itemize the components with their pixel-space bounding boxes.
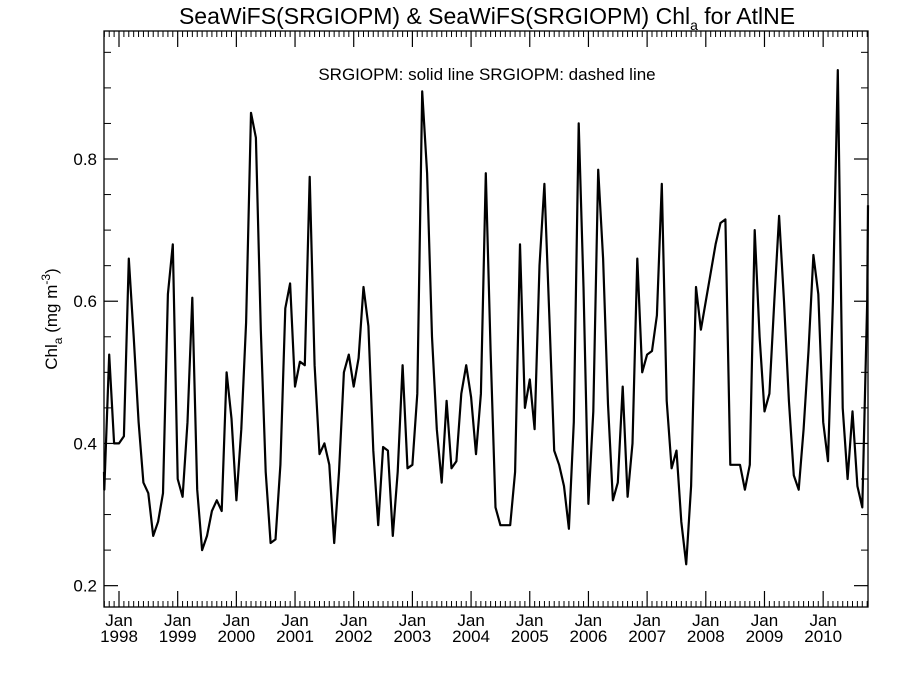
legend-text: SRGIOPM: solid line SRGIOPM: dashed line <box>318 65 655 84</box>
series-group <box>102 68 870 566</box>
x-tick-month-label: Jan <box>164 611 191 630</box>
y-axis-label-unit: (mg m <box>42 285 61 338</box>
x-tick-month-label: Jan <box>809 611 836 630</box>
x-tick-year-label: 1998 <box>100 627 138 646</box>
y-axis-label-close: ) <box>42 268 61 274</box>
x-tick-year-label: 2007 <box>628 627 666 646</box>
x-tick-month-label: Jan <box>516 611 543 630</box>
y-tick-label: 0.4 <box>73 434 97 453</box>
x-tick-month-label: Jan <box>633 611 660 630</box>
x-tick-month-label: Jan <box>575 611 602 630</box>
x-tick-month-label: Jan <box>751 611 778 630</box>
x-tick-month-label: Jan <box>223 611 250 630</box>
x-tick-year-label: 2004 <box>452 627 490 646</box>
chart-title-main: SeaWiFS(SRGIOPM) & SeaWiFS(SRGIOPM) Chl <box>179 3 690 29</box>
x-tick-year-label: 2010 <box>804 627 842 646</box>
x-tick-year-label: 2006 <box>570 627 608 646</box>
x-tick-month-label: Jan <box>457 611 484 630</box>
y-tick-label: 0.8 <box>73 150 97 169</box>
x-tick-year-label: 2008 <box>687 627 725 646</box>
y-tick-label: 0.2 <box>73 577 97 596</box>
x-tick-year-label: 2009 <box>746 627 784 646</box>
chart-title-tail: for AtlNE <box>698 3 795 29</box>
x-tick-month-label: Jan <box>692 611 719 630</box>
x-tick-year-label: 2002 <box>335 627 373 646</box>
x-tick-year-label: 1999 <box>159 627 197 646</box>
y-axis-label-base: Chl <box>42 344 61 370</box>
x-tick-month-label: Jan <box>399 611 426 630</box>
y-axis-label-subscript: a <box>51 337 65 344</box>
x-tick-year-label: 2005 <box>511 627 549 646</box>
x-tick-year-label: 2001 <box>276 627 314 646</box>
y-axis: 0.2 0.4 0.6 0.8 <box>73 51 868 596</box>
x-tick-year-label: 2003 <box>393 627 431 646</box>
x-tick-year-label: 2000 <box>217 627 255 646</box>
y-axis-label-superscript: -3 <box>39 274 53 285</box>
y-tick-label: 0.6 <box>73 292 97 311</box>
chart-title-subscript: a <box>690 17 698 33</box>
y-axis-label: Chla (mg m-3) <box>39 268 65 369</box>
x-tick-month-label: Jan <box>340 611 367 630</box>
x-tick-month-label: Jan <box>281 611 308 630</box>
series-line <box>102 68 870 566</box>
x-tick-month-label: Jan <box>105 611 132 630</box>
x-axis: Jan1998Jan1999Jan2000Jan2001Jan2002Jan20… <box>100 31 868 646</box>
chart-title: SeaWiFS(SRGIOPM) & SeaWiFS(SRGIOPM) Chla… <box>179 3 795 33</box>
